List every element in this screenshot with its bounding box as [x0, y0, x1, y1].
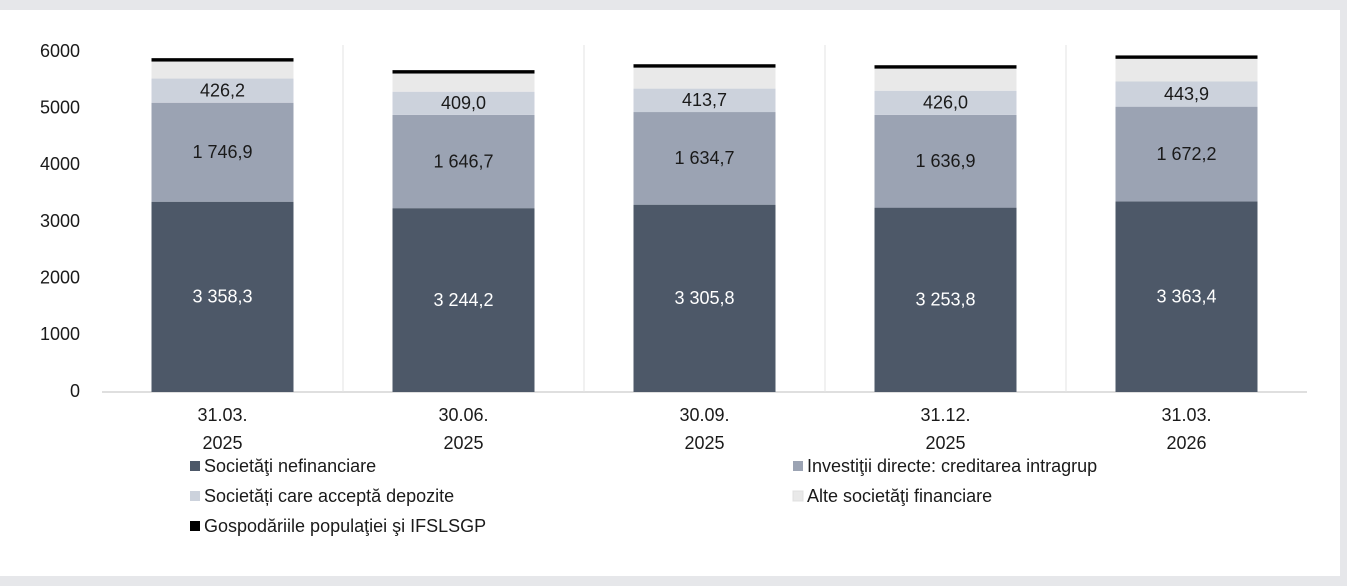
legend-label: Societăţi nefinanciare: [204, 456, 376, 476]
y-tick-label: 6000: [40, 41, 80, 61]
legend-swatch: [792, 490, 804, 502]
bar-segment: [1115, 106, 1258, 202]
bar-segment: [633, 67, 776, 89]
y-tick-label: 4000: [40, 154, 80, 174]
bar-segment: [633, 64, 776, 68]
value-label: 3 253,8: [915, 290, 975, 310]
value-label: 426,2: [200, 80, 245, 100]
x-tick-label: 30.06. 2025: [438, 405, 488, 453]
x-tick-label: 31.03. 2025: [197, 405, 247, 453]
bar-segment: [1115, 58, 1258, 82]
legend-label: Investiţii directe: creditarea intragrup: [807, 456, 1097, 476]
bar-segment: [633, 112, 776, 205]
x-tick-label: 30.09. 2025: [679, 405, 729, 453]
y-tick-label: 2000: [40, 267, 80, 287]
y-tick-label: 5000: [40, 97, 80, 117]
legend-swatch: [190, 491, 200, 501]
value-label: 1 646,7: [433, 151, 493, 171]
value-label: 3 363,4: [1156, 286, 1216, 306]
bar-segment: [151, 61, 294, 79]
bar-segment: [392, 73, 535, 92]
bar-segment: [874, 114, 1017, 208]
bar-segment: [874, 65, 1017, 69]
bar-segment: [392, 114, 535, 209]
bar-segment: [633, 204, 776, 392]
legend-label: Gospodăriile populaţiei şi IFSLSGP: [204, 516, 486, 536]
value-label: 3 358,3: [192, 287, 252, 307]
bar-segment: [633, 88, 776, 113]
bar-segment: [392, 70, 535, 74]
bar-segment: [1115, 81, 1258, 107]
value-label: 413,7: [682, 90, 727, 110]
bar-segment: [151, 58, 294, 62]
value-label: 1 746,9: [192, 142, 252, 162]
bar-segment: [874, 68, 1017, 91]
value-label: 426,0: [923, 93, 968, 113]
bar-segment: [1115, 201, 1258, 392]
bar-segment: [151, 102, 294, 202]
bar-segment: [1115, 55, 1258, 59]
value-label: 1 636,9: [915, 151, 975, 171]
x-tick-label: 31.03. 2026: [1161, 405, 1211, 453]
bar-segment: [151, 78, 294, 103]
value-label: 1 672,2: [1156, 144, 1216, 164]
bar-segment: [392, 208, 535, 392]
bar-segment: [874, 90, 1017, 115]
value-label: 1 634,7: [674, 148, 734, 168]
bar-segment: [874, 207, 1017, 392]
x-tick-label: 31.12. 2025: [920, 405, 970, 453]
legend-swatch: [190, 461, 200, 471]
legend-swatch: [190, 521, 200, 531]
y-tick-label: 1000: [40, 324, 80, 344]
legend-label: Societăți care acceptă depozite: [204, 486, 454, 506]
legend-label: Alte societăţi financiare: [807, 486, 992, 506]
value-label: 3 244,2: [433, 290, 493, 310]
legend-swatch: [793, 461, 803, 471]
value-label: 409,0: [441, 93, 486, 113]
bar-segment: [392, 91, 535, 115]
value-label: 3 305,8: [674, 288, 734, 308]
value-label: 443,9: [1164, 84, 1209, 104]
y-tick-label: 3000: [40, 211, 80, 231]
bar-segment: [151, 201, 294, 392]
y-tick-label: 0: [70, 381, 80, 401]
